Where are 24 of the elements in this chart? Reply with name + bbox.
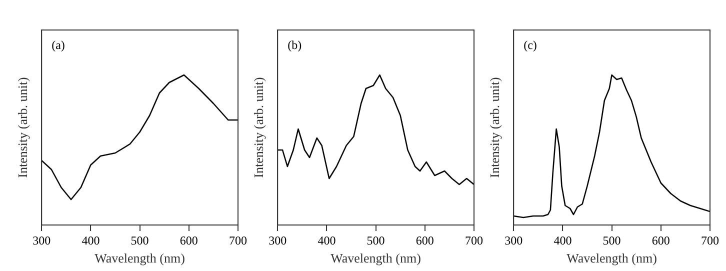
- x-tick-label: 500: [602, 233, 621, 248]
- y-axis-title: Intensity (arb. unit): [251, 77, 266, 178]
- x-tick-label: 300: [268, 233, 287, 248]
- x-axis-title: Wavelength (nm): [330, 250, 421, 266]
- x-tick-label: 400: [554, 233, 572, 248]
- x-tick-label: 700: [465, 233, 483, 248]
- y-axis-title: Intensity (arb. unit): [487, 77, 502, 178]
- y-axis-title: Intensity (arb. unit): [15, 77, 30, 178]
- x-tick-label: 700: [229, 233, 247, 248]
- x-tick-label: 300: [504, 233, 523, 248]
- x-tick-label: 300: [32, 233, 51, 248]
- x-tick-label: 400: [318, 233, 336, 248]
- x-axis-title: Wavelength (nm): [94, 250, 185, 266]
- text: (b): [288, 38, 302, 52]
- x-tick-label: 600: [180, 233, 198, 248]
- x-tick-label: 600: [416, 233, 434, 248]
- x-axis-title: Wavelength (nm): [566, 250, 657, 266]
- x-tick-label: 500: [366, 233, 385, 248]
- text: (a): [52, 38, 65, 52]
- text: (c): [524, 38, 537, 52]
- x-tick-label: 400: [82, 233, 100, 248]
- x-tick-label: 500: [130, 233, 149, 248]
- x-tick-label: 700: [701, 233, 719, 248]
- x-tick-label: 600: [652, 233, 670, 248]
